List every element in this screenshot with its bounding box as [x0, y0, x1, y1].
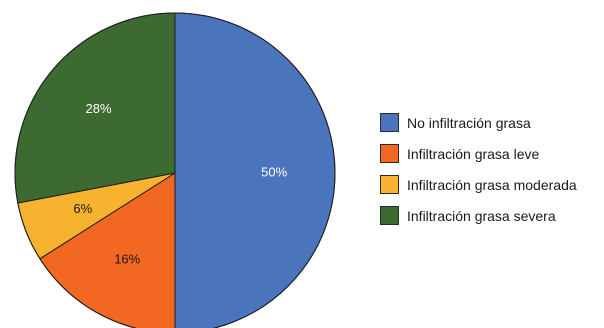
legend-swatch-1 — [380, 113, 399, 132]
legend-item-1: No infiltración grasa — [380, 113, 577, 132]
slice-value-label-3: 6% — [73, 201, 92, 216]
legend-label-3: Infiltración grasa moderada — [407, 176, 577, 193]
legend-swatch-4 — [380, 206, 399, 225]
legend-label-2: Infiltración grasa leve — [407, 145, 540, 162]
slice-value-label-2: 16% — [114, 251, 140, 266]
legend: No infiltración grasa Infiltración grasa … — [380, 113, 577, 237]
slice-value-label-1: 50% — [261, 164, 287, 179]
legend-item-2: Infiltración grasa leve — [380, 144, 577, 163]
slice-value-label-4: 28% — [86, 101, 112, 116]
legend-item-4: Infiltración grasa severa — [380, 206, 577, 225]
pie-slice-1 — [174, 12, 336, 328]
pie-outline — [14, 12, 336, 328]
legend-label-4: Infiltración grasa severa — [407, 207, 556, 224]
legend-swatch-3 — [380, 175, 399, 194]
legend-label-1: No infiltración grasa — [407, 114, 531, 131]
legend-item-3: Infiltración grasa moderada — [380, 175, 577, 194]
legend-swatch-2 — [380, 144, 399, 163]
